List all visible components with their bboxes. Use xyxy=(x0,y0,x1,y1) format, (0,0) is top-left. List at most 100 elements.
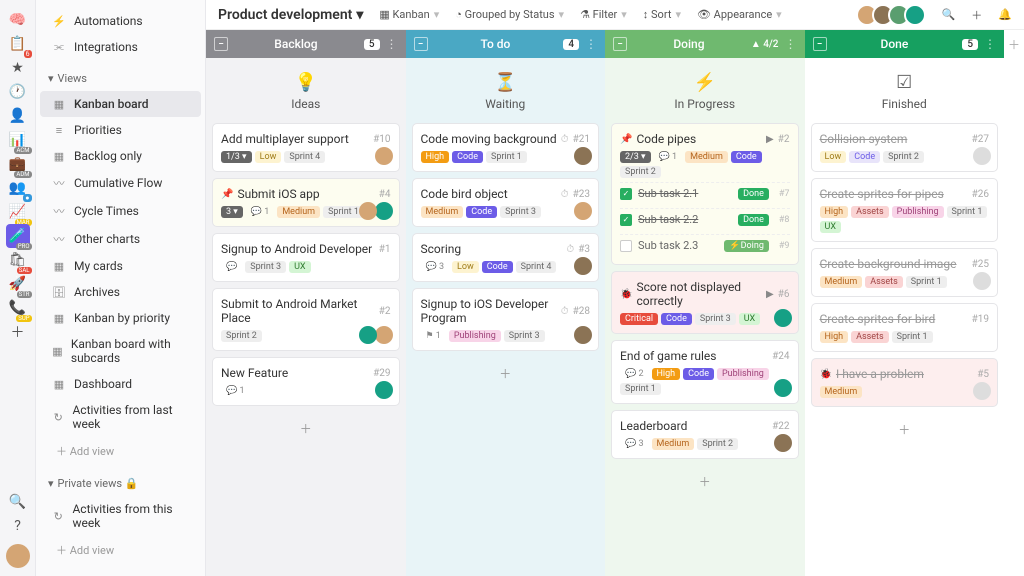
column-header[interactable]: −Backlog5⋮ xyxy=(206,30,406,58)
kanban-card[interactable]: End of game rules#24💬 2HighCodePublishin… xyxy=(611,340,799,404)
bell-icon[interactable]: 🔔 xyxy=(998,8,1012,21)
kanban-card[interactable]: Create sprites for bird#19HighAssetsSpri… xyxy=(811,303,999,352)
card-tag: UX xyxy=(820,221,841,233)
card-tag: 1/3 ▾ xyxy=(221,151,252,163)
sidebar-item[interactable]: ⚡Automations xyxy=(40,8,201,34)
rail-item[interactable]: 📋6 xyxy=(6,32,30,56)
kanban-card[interactable]: Create background image#25MediumAssetsSp… xyxy=(811,248,999,297)
rail-item[interactable]: 👤 xyxy=(6,104,30,128)
sidebar-item[interactable]: 〰Cycle Times xyxy=(40,197,201,225)
view-control[interactable]: ◔ Grouped by Status ▾ xyxy=(455,8,564,21)
assignee-avatar[interactable] xyxy=(375,326,393,344)
assignee-avatar[interactable] xyxy=(574,202,592,220)
assignee-avatar[interactable] xyxy=(574,147,592,165)
view-control[interactable]: ▦ Kanban ▾ xyxy=(379,8,439,21)
rail-item[interactable]: 👥● xyxy=(6,176,30,200)
column-header[interactable]: −To do4⋮ xyxy=(406,30,606,58)
kanban-card[interactable]: Collision system#27LowCodeSprint 2 xyxy=(811,123,999,172)
sidebar-item[interactable]: ⫘Integrations xyxy=(40,34,201,60)
assignee-avatar[interactable] xyxy=(973,272,991,290)
subtask[interactable]: ✓Sub task 2.1Done#7 xyxy=(620,182,790,204)
rail-item[interactable]: 🕐 xyxy=(6,80,30,104)
kanban-card[interactable]: 📌 Submit iOS app#43 ▾💬 1MediumSprint 1 xyxy=(212,178,400,227)
column-status: ⏳Waiting xyxy=(406,58,606,119)
assignee-avatar[interactable] xyxy=(973,382,991,400)
add-card[interactable]: ＋ xyxy=(611,465,799,498)
kanban-card[interactable]: Signup to iOS Developer Program ⏱#28⚑ 1P… xyxy=(412,288,600,351)
card-tag: Medium xyxy=(820,276,863,288)
kanban-card[interactable]: Code moving background ⏱#21HighCodeSprin… xyxy=(412,123,600,172)
rail-item[interactable]: 🧠 xyxy=(6,8,30,32)
assignee-avatar[interactable] xyxy=(774,379,792,397)
kanban-card[interactable]: Submit to Android Market Place#2Sprint 2 xyxy=(212,288,400,351)
column-header[interactable]: −Done5⋮ xyxy=(805,30,1005,58)
assignee-avatar[interactable] xyxy=(774,434,792,452)
views-header[interactable]: ▾ Views xyxy=(36,66,205,91)
add-card[interactable]: ＋ xyxy=(412,357,600,390)
add-card[interactable]: ＋ xyxy=(212,412,400,445)
private-views-header[interactable]: ▾ Private views 🔒 xyxy=(36,471,205,496)
view-control[interactable]: ↕ Sort ▾ xyxy=(643,8,681,21)
sidebar-item[interactable]: ▦Dashboard xyxy=(40,371,201,397)
sidebar-item[interactable]: 🗄Archives xyxy=(40,279,201,305)
add-column[interactable]: ＋ xyxy=(1004,30,1024,576)
add-card[interactable]: ＋ xyxy=(811,413,999,446)
kanban-card[interactable]: Create sprites for pipes#26HighAssetsPub… xyxy=(811,178,999,242)
card-tag: Medium xyxy=(820,386,863,398)
assignee-avatar[interactable] xyxy=(359,202,377,220)
view-control[interactable]: 👁 Appearance ▾ xyxy=(697,8,782,21)
assignee-avatar[interactable] xyxy=(774,309,792,327)
column-header[interactable]: −Doing▲ 4/2⋮ xyxy=(605,30,805,58)
member-avatars[interactable] xyxy=(862,4,926,26)
sidebar-item[interactable]: ▦Backlog only xyxy=(40,143,201,169)
sidebar-item[interactable]: 〰Other charts xyxy=(40,225,201,253)
rail-bottom-item[interactable]: 🔍 xyxy=(6,490,30,514)
add-icon[interactable]: ＋ xyxy=(971,7,982,23)
sidebar-item[interactable]: 〰Cumulative Flow xyxy=(40,169,201,197)
sidebar-item[interactable]: ▦Kanban board xyxy=(40,91,201,117)
user-avatar[interactable] xyxy=(6,544,30,568)
board-title[interactable]: Product development ▾ xyxy=(218,7,363,23)
rail-item[interactable]: 🧪PRO xyxy=(6,224,30,248)
assignee-avatar[interactable] xyxy=(375,202,393,220)
rail-item[interactable]: 📊ACM xyxy=(6,128,30,152)
assignee-avatar[interactable] xyxy=(574,326,592,344)
kanban-card[interactable]: 📌 Code pipes ▶#22/3 ▾💬 1MediumCodeSprint… xyxy=(611,123,799,265)
sidebar-item[interactable]: ≡Priorities xyxy=(40,117,201,143)
sidebar-item[interactable]: ▦Kanban board with subcards xyxy=(40,331,201,371)
sidebar-item[interactable]: ↻Activities from this week xyxy=(40,496,201,536)
rail-item[interactable]: 💼ADM xyxy=(6,152,30,176)
rail-item[interactable]: ★ xyxy=(6,56,30,80)
kanban-card[interactable]: Signup to Android Developer#1💬Sprint 3UX xyxy=(212,233,400,282)
kanban-card[interactable]: Scoring ⏱#3💬 3LowCodeSprint 4 xyxy=(412,233,600,282)
card-tag: 💬 1 xyxy=(221,385,250,397)
sidebar-item[interactable]: ▦Kanban by priority xyxy=(40,305,201,331)
card-tag: Code xyxy=(466,206,497,218)
card-tag: Assets xyxy=(851,331,889,343)
rail-bottom-item[interactable]: ? xyxy=(6,514,30,538)
subtask[interactable]: Sub task 2.3⚡Doing#9 xyxy=(620,234,790,256)
kanban-card[interactable]: 🐞 Score not displayed correctly ▶#6Criti… xyxy=(611,271,799,334)
kanban-card[interactable]: New Feature#29💬 1 xyxy=(212,357,400,406)
kanban-card[interactable]: 🐞 I have a problem#5Medium xyxy=(811,358,999,407)
assignee-avatar[interactable] xyxy=(359,326,377,344)
kanban-card[interactable]: Add multiplayer support#101/3 ▾LowSprint… xyxy=(212,123,400,172)
rail-item[interactable]: 📞SUP xyxy=(6,296,30,320)
rail-item[interactable]: ＋ xyxy=(6,320,30,344)
view-control[interactable]: ⚗ Filter ▾ xyxy=(580,8,627,21)
rail-item[interactable]: 📈MAR xyxy=(6,200,30,224)
assignee-avatar[interactable] xyxy=(574,257,592,275)
search-icon[interactable]: 🔍 xyxy=(942,8,956,21)
rail-item[interactable]: 🚀STR xyxy=(6,272,30,296)
sidebar-item[interactable]: ▦My cards xyxy=(40,253,201,279)
assignee-avatar[interactable] xyxy=(973,147,991,165)
assignee-avatar[interactable] xyxy=(375,381,393,399)
sidebar-item[interactable]: ↻Activities from last week xyxy=(40,397,201,437)
add-view[interactable]: ＋ Add view xyxy=(36,437,205,465)
rail-item[interactable]: 🛍SAL xyxy=(6,248,30,272)
kanban-card[interactable]: Code bird object ⏱#23MediumCodeSprint 3 xyxy=(412,178,600,227)
assignee-avatar[interactable] xyxy=(375,147,393,165)
kanban-card[interactable]: Leaderboard#22💬 3MediumSprint 2 xyxy=(611,410,799,459)
add-private-view[interactable]: ＋ Add view xyxy=(36,536,205,564)
subtask[interactable]: ✓Sub task 2.2Done#8 xyxy=(620,208,790,230)
